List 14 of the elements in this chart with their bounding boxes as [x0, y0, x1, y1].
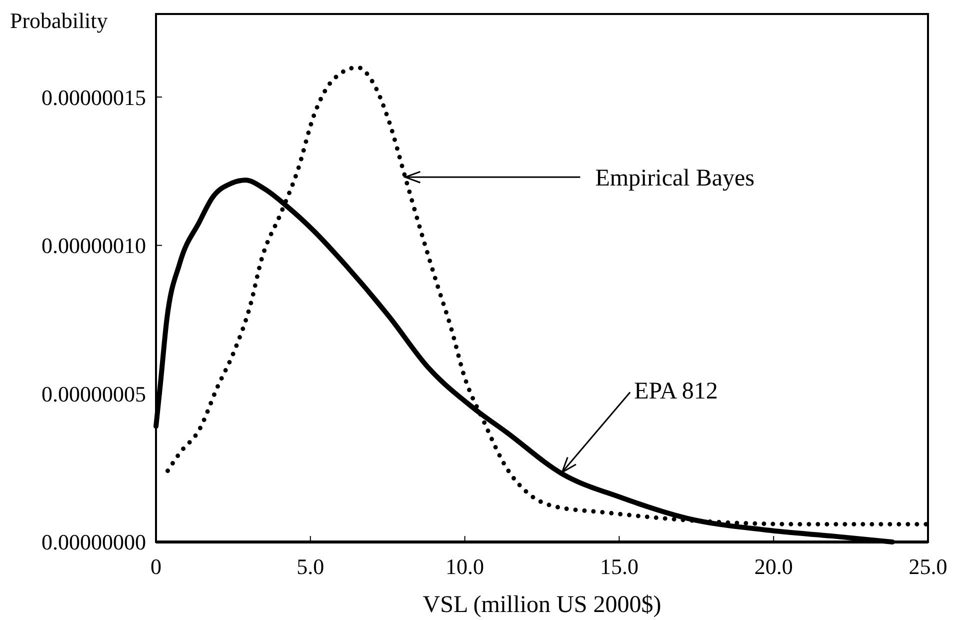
x-axis-title: VSL (million US 2000$): [422, 592, 662, 618]
x-tick-label: 10.0: [446, 554, 484, 579]
y-tick-label: 0.00000000: [42, 530, 146, 555]
y-tick-label: 0.00000005: [42, 381, 146, 406]
x-tick-label: 0: [150, 554, 162, 579]
annotation: EPA 812: [634, 378, 718, 405]
x-tick-label: 20.0: [754, 554, 793, 579]
y-axis-title: Probability: [10, 8, 108, 33]
y-tick-label: 0.00000015: [42, 84, 146, 110]
x-tick-label: 5.0: [296, 554, 324, 579]
x-tick-label: 25.0: [908, 554, 948, 579]
y-tick-label: 0.00000010: [42, 233, 146, 258]
annotation: Empirical Bayes: [595, 166, 754, 192]
x-tick-label: 15.0: [600, 554, 638, 579]
